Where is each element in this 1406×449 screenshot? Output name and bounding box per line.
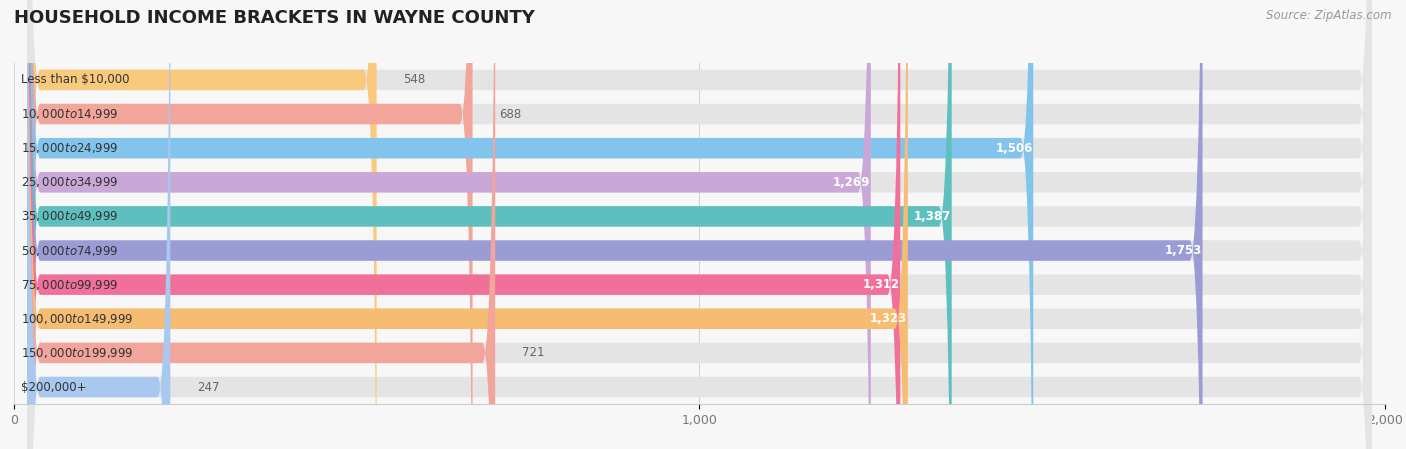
Text: 688: 688 [499, 108, 522, 120]
FancyBboxPatch shape [27, 0, 1372, 449]
FancyBboxPatch shape [27, 0, 377, 449]
Text: $50,000 to $74,999: $50,000 to $74,999 [21, 243, 118, 258]
FancyBboxPatch shape [27, 0, 1033, 449]
Text: $100,000 to $149,999: $100,000 to $149,999 [21, 312, 134, 326]
FancyBboxPatch shape [27, 0, 472, 449]
Text: $25,000 to $34,999: $25,000 to $34,999 [21, 175, 118, 189]
Text: 247: 247 [197, 381, 219, 393]
FancyBboxPatch shape [27, 0, 1372, 449]
FancyBboxPatch shape [27, 0, 1372, 449]
FancyBboxPatch shape [27, 0, 908, 449]
Text: 1,312: 1,312 [862, 278, 900, 291]
Text: 1,387: 1,387 [914, 210, 950, 223]
Text: 721: 721 [522, 347, 544, 359]
Text: $35,000 to $49,999: $35,000 to $49,999 [21, 209, 118, 224]
FancyBboxPatch shape [27, 0, 1372, 449]
Text: $150,000 to $199,999: $150,000 to $199,999 [21, 346, 134, 360]
FancyBboxPatch shape [27, 0, 1372, 449]
Text: 1,753: 1,753 [1164, 244, 1202, 257]
FancyBboxPatch shape [27, 0, 870, 449]
FancyBboxPatch shape [27, 0, 952, 449]
FancyBboxPatch shape [27, 0, 1372, 449]
Text: 1,506: 1,506 [995, 142, 1032, 154]
FancyBboxPatch shape [27, 0, 170, 449]
Text: $10,000 to $14,999: $10,000 to $14,999 [21, 107, 118, 121]
FancyBboxPatch shape [27, 0, 1372, 449]
FancyBboxPatch shape [27, 0, 495, 449]
FancyBboxPatch shape [27, 0, 1202, 449]
Text: Source: ZipAtlas.com: Source: ZipAtlas.com [1267, 9, 1392, 22]
Text: 548: 548 [404, 74, 426, 86]
Text: $15,000 to $24,999: $15,000 to $24,999 [21, 141, 118, 155]
Text: $200,000+: $200,000+ [21, 381, 86, 393]
Text: $75,000 to $99,999: $75,000 to $99,999 [21, 277, 118, 292]
Text: 1,323: 1,323 [870, 313, 907, 325]
FancyBboxPatch shape [27, 0, 1372, 449]
Text: 1,269: 1,269 [832, 176, 870, 189]
FancyBboxPatch shape [27, 0, 1372, 449]
Text: HOUSEHOLD INCOME BRACKETS IN WAYNE COUNTY: HOUSEHOLD INCOME BRACKETS IN WAYNE COUNT… [14, 9, 534, 27]
FancyBboxPatch shape [27, 0, 900, 449]
FancyBboxPatch shape [27, 0, 1372, 449]
Text: Less than $10,000: Less than $10,000 [21, 74, 129, 86]
